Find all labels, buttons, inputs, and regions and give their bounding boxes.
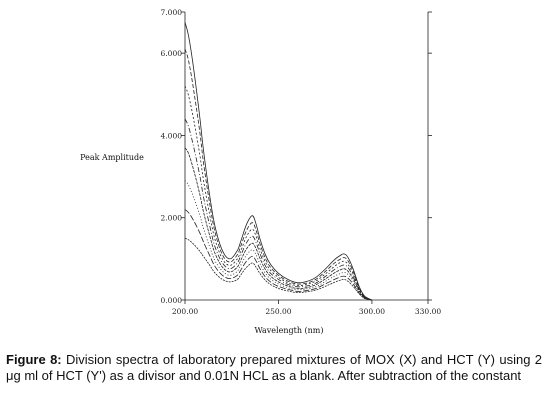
x-tick-label: 300.00 bbox=[359, 307, 385, 316]
series-line bbox=[184, 85, 373, 301]
ticks: 0.000 2.000 4.000 6.000 7.000 200.00 250.00 300… bbox=[161, 8, 442, 316]
caption-text: Division spectra of laboratory prepared … bbox=[6, 352, 543, 383]
x-tick-label: 200.00 bbox=[172, 307, 198, 316]
series-line bbox=[184, 22, 373, 301]
y-tick-label: 6.000 bbox=[161, 49, 183, 58]
figure-caption: Figure 8: Division spectra of laboratory… bbox=[6, 352, 542, 384]
series-line bbox=[184, 118, 373, 301]
series-line bbox=[184, 48, 373, 301]
caption-label: Figure 8: bbox=[6, 352, 62, 367]
series-line bbox=[184, 180, 372, 301]
series-group bbox=[184, 22, 373, 301]
y-tick-label: 0.000 bbox=[161, 296, 183, 305]
x-axis-title: Wavelength (nm) bbox=[254, 326, 323, 335]
y-tick-label: 4.000 bbox=[161, 131, 183, 140]
series-line bbox=[184, 147, 373, 301]
y-tick-label: 2.000 bbox=[161, 214, 183, 223]
x-tick-label: 330.00 bbox=[415, 307, 441, 316]
chart: 0.000 2.000 4.000 6.000 7.000 200.00 250.00 300… bbox=[80, 8, 442, 335]
y-tick-label: 7.000 bbox=[161, 8, 183, 17]
axes bbox=[184, 12, 429, 301]
x-tick-label: 250.00 bbox=[265, 307, 291, 316]
series-line bbox=[184, 209, 372, 301]
y-axis-title: Peak Amplitude bbox=[80, 153, 144, 162]
series-line bbox=[184, 237, 372, 301]
